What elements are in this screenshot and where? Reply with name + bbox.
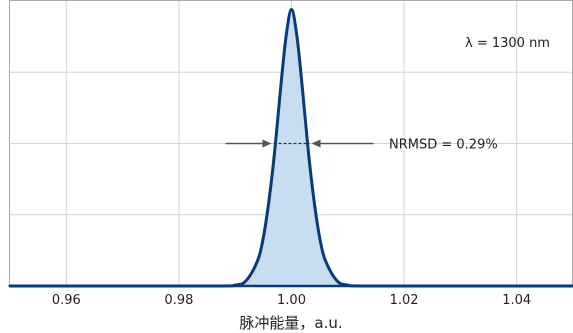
x-tick-label-1: 0.98 [164,293,193,308]
x-tick-label-4: 1.04 [502,293,531,308]
annotations [225,139,374,148]
x-tick-label-0: 0.96 [52,293,81,308]
wavelength-annotation: λ = 1300 nm [465,36,550,51]
left-arrow-head [262,139,272,148]
series-line [8,8,573,288]
series-area-fill [10,9,573,287]
x-axis-label: 脉冲能量，a.u. [239,314,342,332]
nrmsd-annotation: NRMSD = 0.29% [389,138,498,153]
x-tick-labels: 0.96 0.98 1.00 1.02 1.04 [52,293,531,308]
x-tick-label-2: 1.00 [277,293,306,308]
x-tick-label-3: 1.02 [390,293,419,308]
right-arrow-head [311,139,321,148]
